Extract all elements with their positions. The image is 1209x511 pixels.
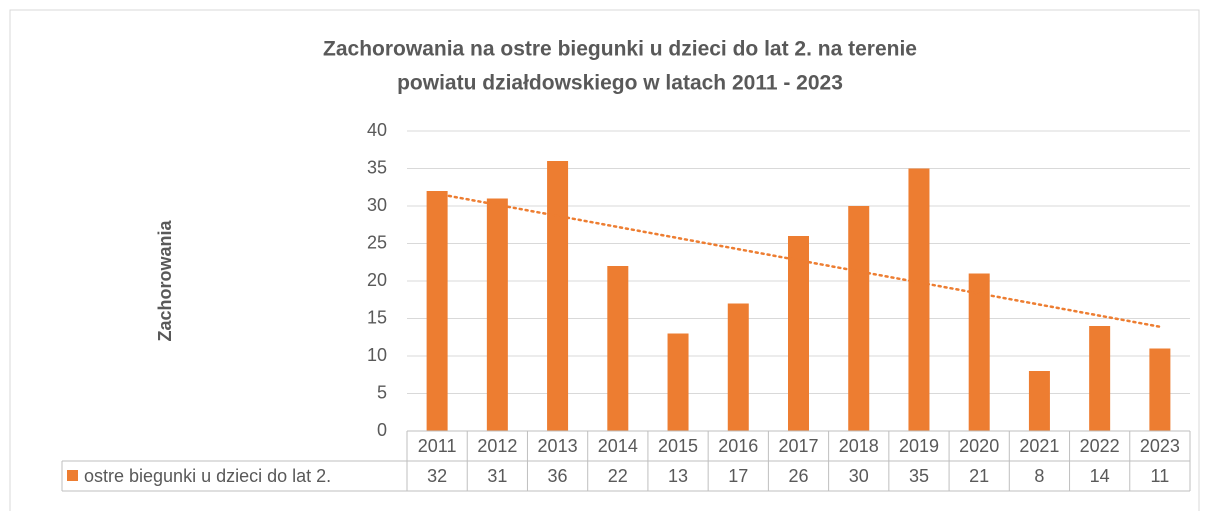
y-tick-label: 35 — [367, 157, 387, 177]
y-tick-label: 5 — [377, 382, 387, 402]
table-value: 30 — [849, 466, 869, 486]
x-tick-label: 2017 — [778, 436, 818, 456]
bar — [547, 161, 569, 431]
y-tick-label: 20 — [367, 270, 387, 290]
bar — [1149, 348, 1171, 431]
table-value: 13 — [668, 466, 688, 486]
x-tick-label: 2020 — [959, 436, 999, 456]
table-value: 31 — [487, 466, 507, 486]
chart-title: Zachorowania na ostre biegunki u dzieci … — [323, 38, 917, 61]
bar — [1028, 371, 1050, 431]
x-tick-label: 2012 — [477, 436, 517, 456]
x-tick-label: 2023 — [1140, 436, 1180, 456]
legend-swatch — [67, 470, 78, 481]
bar — [908, 168, 930, 431]
table-value: 32 — [427, 466, 447, 486]
bar — [1089, 326, 1111, 431]
bar — [667, 333, 689, 431]
table-value: 36 — [548, 466, 568, 486]
bar — [426, 191, 448, 431]
x-tick-label: 2011 — [418, 436, 457, 456]
table-value: 35 — [909, 466, 929, 486]
x-tick-label: 2016 — [718, 436, 758, 456]
bar — [788, 236, 809, 431]
y-tick-label: 30 — [367, 195, 387, 215]
table-value: 21 — [969, 466, 989, 486]
table-value: 14 — [1090, 466, 1110, 486]
y-tick-label: 0 — [377, 420, 387, 440]
x-tick-label: 2015 — [658, 436, 698, 456]
chart-border — [9, 9, 1200, 511]
x-tick-label: 2022 — [1080, 436, 1120, 456]
x-tick-label: 2021 — [1019, 436, 1059, 456]
table-value: 17 — [728, 466, 748, 486]
y-tick-label: 25 — [367, 232, 387, 252]
table-value: 11 — [1151, 466, 1170, 486]
bar — [968, 273, 990, 431]
bar — [607, 266, 629, 431]
bar — [848, 206, 870, 431]
y-tick-label: 10 — [367, 345, 387, 365]
x-tick-label: 2018 — [839, 436, 879, 456]
x-tick-label: 2019 — [899, 436, 939, 456]
x-tick-label: 2013 — [538, 436, 578, 456]
y-axis-label: Zachorowania — [155, 220, 175, 342]
table-value: 22 — [608, 466, 628, 486]
legend-label: ostre biegunki u dzieci do lat 2. — [84, 466, 331, 486]
bar — [486, 198, 508, 431]
table-value: 26 — [788, 466, 808, 486]
x-tick-label: 2014 — [598, 436, 638, 456]
y-tick-label: 40 — [367, 120, 387, 140]
trendline — [435, 192, 1162, 328]
chart-title: powiatu działdowskiego w latach 2011 - 2… — [397, 72, 843, 95]
y-tick-label: 15 — [367, 307, 387, 327]
table-value: 8 — [1034, 466, 1044, 486]
bar — [727, 303, 749, 431]
